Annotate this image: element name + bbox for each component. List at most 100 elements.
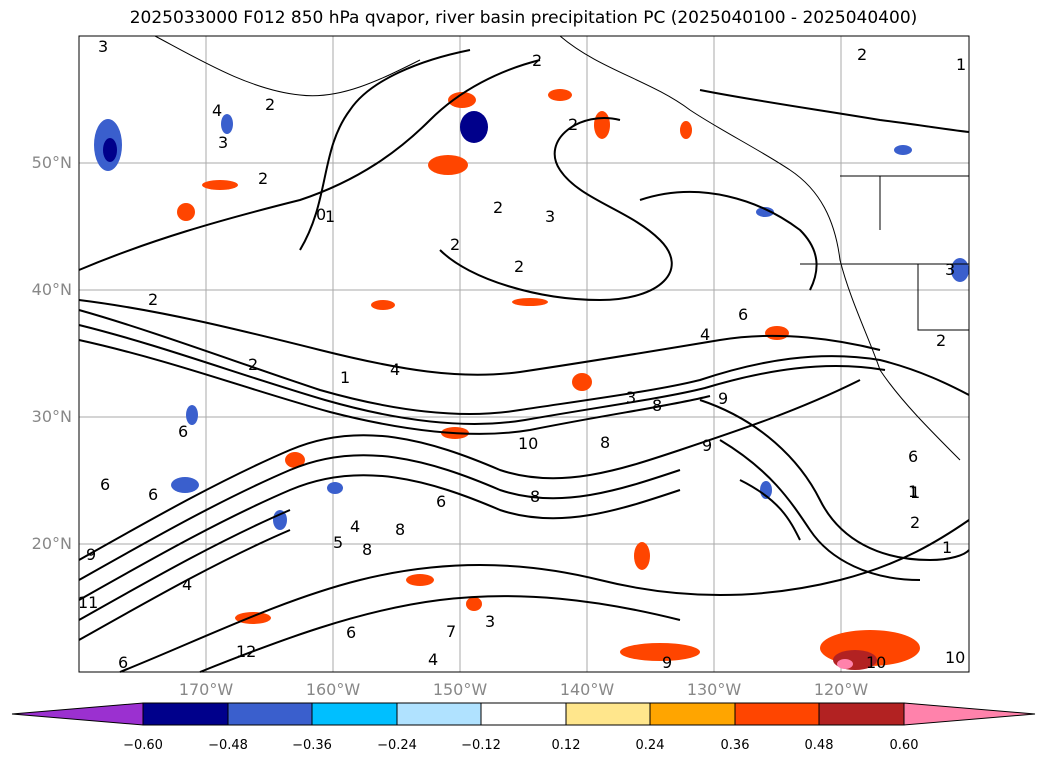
precip-blob	[428, 155, 468, 175]
colorbar-tick-label: 0.60	[889, 738, 919, 753]
contour-label: 2	[450, 235, 460, 254]
contour-label: 1	[942, 538, 952, 557]
lon-label: 150°W	[432, 680, 488, 699]
qvapor-contours	[78, 49, 970, 673]
contour-label: 8	[395, 520, 405, 539]
contour-label: 9	[702, 436, 712, 455]
precip-blob	[103, 138, 117, 162]
contour-label: 6	[738, 305, 748, 324]
precip-blob	[620, 643, 700, 661]
contour-label: 9	[86, 545, 96, 564]
contour-label: 4	[700, 325, 710, 344]
contour-label: 6	[178, 422, 188, 441]
map-frame	[78, 35, 970, 673]
precip-blob	[548, 89, 572, 101]
contour-label: 6	[118, 653, 128, 672]
lon-label: 160°W	[305, 680, 361, 699]
contour-label: 1	[956, 55, 966, 74]
precip-blob	[202, 180, 238, 190]
contour-label: 3	[626, 388, 636, 407]
colorbar-cell	[818, 702, 905, 726]
contour-label: 10	[945, 648, 965, 667]
precip-blob	[634, 542, 650, 570]
lat-label: 30°N	[31, 407, 72, 426]
colorbar	[11, 702, 1036, 726]
contour-label: 10	[866, 653, 886, 672]
colorbar-cell	[480, 702, 567, 726]
colorbar-tick-label: 0.36	[720, 738, 750, 753]
precip-blob	[235, 612, 271, 624]
lon-label: 140°W	[559, 680, 615, 699]
contour-label: 6	[148, 485, 158, 504]
contour-label: 4	[212, 101, 222, 120]
colorbar-tick-label: 0.24	[635, 738, 665, 753]
contour-label: 9	[662, 653, 672, 672]
contour-label: 2	[857, 45, 867, 64]
precip-blob	[512, 298, 548, 306]
contour-label: 4	[428, 650, 438, 669]
contour-label: 3	[218, 133, 228, 152]
contour-label: 8	[362, 540, 372, 559]
contour-label: 11	[78, 593, 98, 612]
precip-blob	[894, 145, 912, 155]
coastlines	[154, 35, 969, 461]
contour-label: 4	[350, 517, 360, 536]
colorbar-tick-label: −0.48	[208, 738, 248, 753]
contour-label: 2	[148, 290, 158, 309]
contour-label: 1	[908, 482, 918, 501]
colorbar-cell	[227, 702, 313, 726]
colorbar-tick-label: 0.12	[551, 738, 581, 753]
contour-label: 1	[325, 207, 335, 226]
precip-blob	[177, 203, 195, 221]
contour-label: 3	[545, 207, 555, 226]
contour-label: 2	[248, 355, 258, 374]
contour-label: 3	[945, 260, 955, 279]
colorbar-cell	[734, 702, 820, 726]
contour-label: 8	[530, 487, 540, 506]
contour-label: 1	[340, 368, 350, 387]
contour-label: 8	[652, 396, 662, 415]
lat-label: 50°N	[31, 153, 72, 172]
precip-blob	[448, 92, 476, 108]
map-title: 2025033000 F012 850 hPa qvapor, river ba…	[129, 8, 918, 28]
contour-label: 5	[333, 533, 343, 552]
contour-label: 12	[236, 642, 256, 661]
contour-label: 2	[532, 51, 542, 70]
contour-label: 6	[346, 623, 356, 642]
contour-label: 4	[390, 360, 400, 379]
precip-blob	[186, 405, 198, 425]
precip-blob	[327, 482, 343, 494]
contour-label: 0	[316, 205, 326, 224]
precip-blob	[594, 111, 610, 139]
colorbar-tick-label: −0.36	[292, 738, 332, 753]
lon-label: 170°W	[178, 680, 234, 699]
lat-label: 40°N	[31, 280, 72, 299]
contour-label: 3	[98, 37, 108, 56]
contour-label: 3	[485, 612, 495, 631]
colorbar-tick-label: −0.60	[123, 738, 163, 753]
precip-blob	[765, 326, 789, 340]
contour-label: 2	[514, 257, 524, 276]
contour-label: 6	[436, 492, 446, 511]
precip-shading	[94, 89, 969, 670]
contour-label: 4	[182, 575, 192, 594]
precip-blob	[371, 300, 395, 310]
colorbar-cell	[311, 702, 398, 726]
lon-label: 120°W	[813, 680, 869, 699]
contour-label: 2	[568, 115, 578, 134]
contour-label: 8	[600, 433, 610, 452]
contour-label: 10	[518, 434, 538, 453]
colorbar-cell	[396, 702, 482, 726]
contour-label: 9	[718, 389, 728, 408]
colorbar-cell	[565, 702, 651, 726]
contour-label: 1	[910, 483, 920, 502]
contour-label-layer: 3 2 4 3 2 2 2 2 2 2 2 1 3 1 2 2 4 6 4 1 …	[78, 37, 966, 672]
colorbar-tick-label: −0.12	[461, 738, 501, 753]
contour-label: 2	[936, 331, 946, 350]
lat-label: 20°N	[31, 534, 72, 553]
colorbar-tick-label: 0.48	[804, 738, 834, 753]
contour-label: 2	[910, 513, 920, 532]
lon-label: 130°W	[686, 680, 742, 699]
contour-label: 7	[446, 622, 456, 641]
contour-label: 2	[493, 198, 503, 217]
